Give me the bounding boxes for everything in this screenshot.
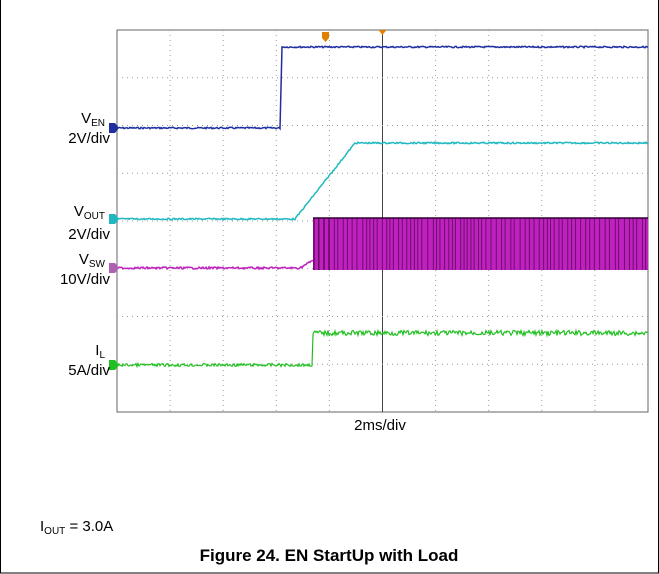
channel-label: VOUT <box>74 203 105 222</box>
trace-vsw-band <box>313 218 648 270</box>
traces <box>109 30 649 370</box>
load-note: IOUT = 3.0A <box>40 518 113 537</box>
channel-label: VEN <box>81 110 105 129</box>
channel-marker <box>109 123 119 133</box>
trigger-marker <box>378 30 387 35</box>
trace-il <box>116 328 649 369</box>
channel-scale: 2V/div <box>68 226 110 243</box>
trace-en <box>116 45 649 131</box>
channel-marker <box>109 263 119 273</box>
timebase: 2ms/div <box>354 417 406 434</box>
channel-label: VSW <box>79 251 106 270</box>
trigger-marker <box>322 32 329 42</box>
channel-scale: 5A/div <box>68 362 110 379</box>
channel-scale: 10V/div <box>60 271 111 288</box>
trace-vsw <box>116 259 314 271</box>
trace-vout <box>116 141 649 221</box>
channel-marker <box>109 214 119 224</box>
caption: Figure 24. EN StartUp with Load <box>200 546 459 565</box>
channel-scale: 2V/div <box>68 130 110 147</box>
channel-label: IL <box>95 342 105 361</box>
channel-marker <box>109 360 119 370</box>
